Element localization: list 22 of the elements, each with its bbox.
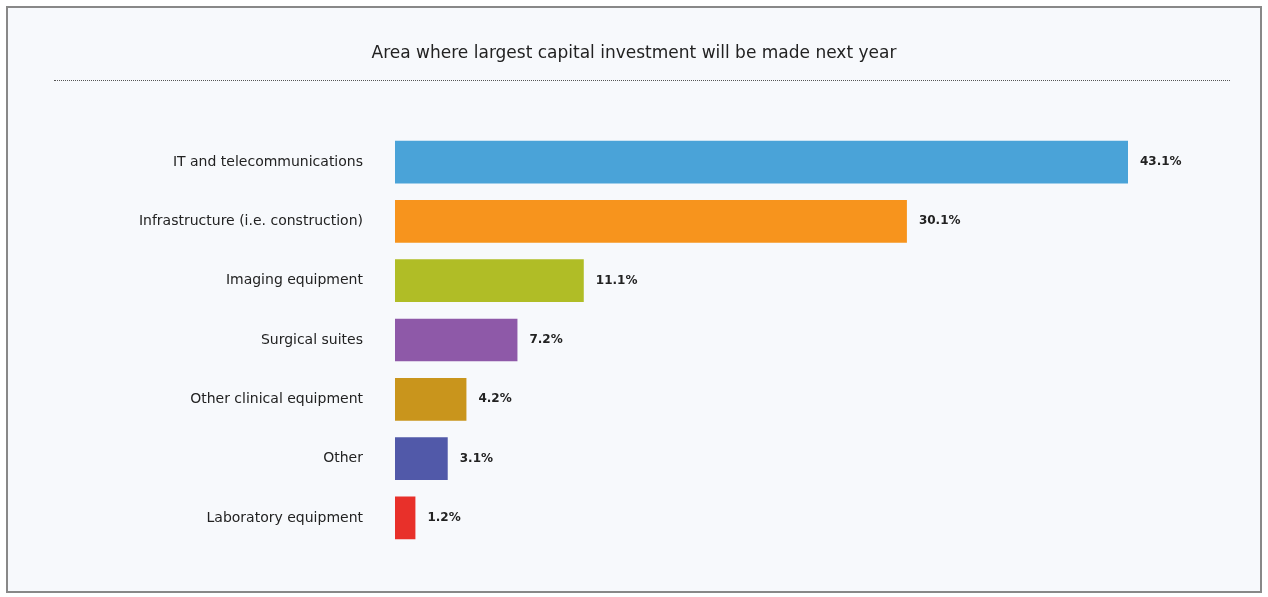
y-tick-label: Other clinical equipment	[190, 389, 364, 406]
chart-title: Area where largest capital investment will be made next year	[370, 42, 898, 62]
bar	[395, 377, 467, 421]
data-label: 3.1%	[459, 450, 493, 465]
data-label: 11.1%	[595, 272, 638, 287]
y-tick-label: IT and telecommunications	[172, 152, 363, 169]
bar	[395, 437, 448, 480]
bar	[395, 259, 584, 303]
y-tick-label: Other	[323, 449, 364, 466]
y-tick-label: Surgical suites	[260, 330, 363, 347]
y-tick-label: Imaging equipment	[225, 271, 364, 288]
data-label: 4.2%	[478, 391, 512, 406]
bar	[395, 200, 907, 243]
data-label: 1.2%	[427, 510, 461, 525]
bar	[395, 496, 416, 540]
data-label: 43.1%	[1140, 154, 1182, 169]
data-label: 7.2%	[529, 332, 563, 347]
bar	[395, 140, 1128, 184]
y-tick-label: Laboratory equipment	[206, 508, 364, 525]
data-label: 30.1%	[918, 213, 961, 228]
y-tick-label: Infrastructure (i.e. construction)	[138, 212, 363, 229]
bar	[395, 318, 518, 362]
